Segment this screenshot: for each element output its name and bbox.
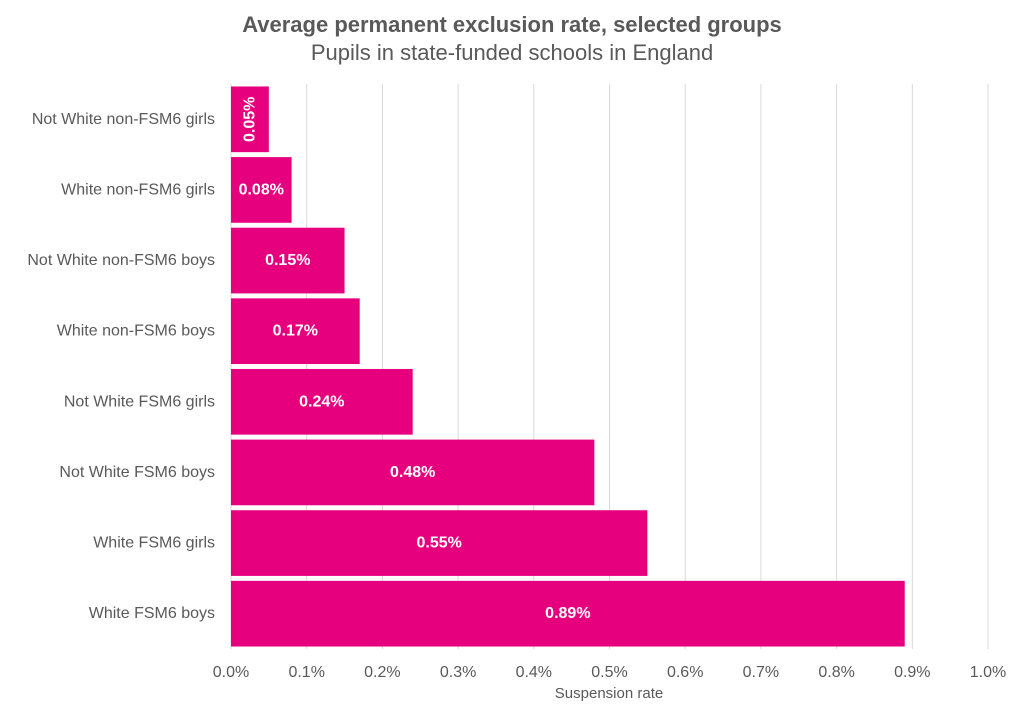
category-label: Not White non-FSM6 boys	[27, 252, 215, 269]
data-label: 0.48%	[390, 464, 435, 481]
bar	[231, 157, 292, 223]
x-axis-title: Suspension rate	[555, 685, 663, 702]
bar	[231, 510, 648, 576]
x-tick-label: 0.9%	[894, 664, 930, 681]
x-tick-label: 0.1%	[288, 664, 324, 681]
x-tick-label: 0.7%	[743, 664, 779, 681]
x-tick-label: 0.2%	[364, 664, 400, 681]
x-tick-label: 0.8%	[818, 664, 854, 681]
bars: 0.05% 0.08% 0.15% 0.17% 0.24% 0.48% 0.55% 0.89%	[231, 86, 905, 647]
category-label: Not White non-FSM6 girls	[32, 111, 215, 128]
category-labels: Not White non-FSM6 girls White non-FSM6 g…	[27, 111, 215, 622]
x-tick-label: 0.4%	[516, 664, 552, 681]
data-label: 0.17%	[273, 323, 318, 340]
x-tick-label: 0.5%	[591, 664, 627, 681]
category-label: Not White FSM6 girls	[64, 393, 215, 410]
bar	[231, 580, 905, 647]
bar	[231, 439, 595, 506]
bar	[231, 298, 360, 365]
data-label: 0.05%	[241, 97, 258, 142]
x-tick-label: 0.6%	[667, 664, 703, 681]
bar	[231, 368, 413, 435]
category-label: White non-FSM6 girls	[61, 181, 215, 198]
chart-subtitle: Pupils in state-funded schools in Englan…	[311, 40, 713, 65]
category-label: White FSM6 girls	[93, 535, 215, 552]
x-tick-label: 0.0%	[213, 664, 249, 681]
x-axis-ticks: 0.0% 0.1% 0.2% 0.3% 0.4% 0.5% 0.6% 0.7% 0.8% 0.9%…	[213, 664, 1006, 681]
category-label: White non-FSM6 boys	[57, 323, 215, 340]
data-label: 0.15%	[265, 252, 310, 269]
data-label: 0.55%	[416, 535, 461, 552]
data-label: 0.08%	[239, 181, 284, 198]
data-label: 0.24%	[299, 393, 344, 410]
category-label: Not White FSM6 boys	[59, 464, 215, 481]
bar	[231, 86, 269, 153]
gridlines	[230, 84, 989, 649]
bar	[231, 227, 345, 294]
category-label: White FSM6 boys	[89, 605, 215, 622]
x-tick-label: 1.0%	[970, 664, 1006, 681]
x-tick-label: 0.3%	[440, 664, 476, 681]
chart-title: Average permanent exclusion rate, select…	[242, 12, 782, 37]
data-label: 0.89%	[545, 605, 590, 622]
